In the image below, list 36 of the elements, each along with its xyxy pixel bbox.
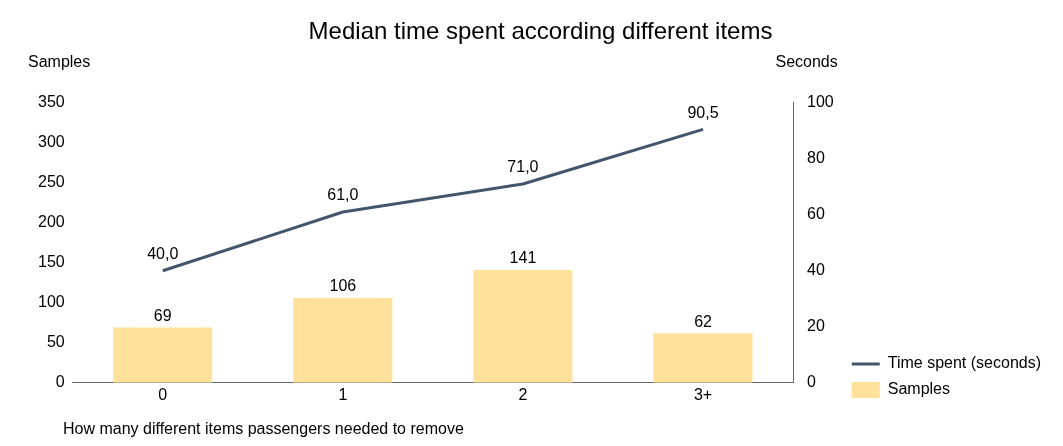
y-tick-label: 250 [37,173,65,191]
bar [113,327,213,383]
data-label: 141 [509,249,537,267]
y2-tick-label: 100 [807,93,834,111]
y-tick-label: 350 [37,93,65,111]
data-label: 90,5 [687,103,719,121]
legend-label: Time spent (seconds) [887,354,1042,372]
y-axis-title: Samples [28,52,91,70]
y2-tick-label: 80 [807,149,825,167]
bar [473,270,573,383]
y-tick-label: 200 [37,213,65,231]
bar [293,298,393,383]
chart-title: Median time spent according different items [308,17,773,45]
data-label: 40,0 [147,245,179,263]
x-tick-label: 2 [518,385,528,403]
y2-tick-label: 40 [807,261,825,279]
x-tick-label: 3+ [693,385,713,403]
data-label: 62 [694,312,713,330]
y-tick-label: 0 [55,373,65,391]
x-axis-title: How many different items passengers needed to remove [63,420,464,437]
y2-axis-title: Seconds [775,52,838,70]
y-tick-label: 50 [46,333,65,351]
y2-tick-label: 60 [807,205,825,223]
y-tick-label: 300 [37,133,65,151]
data-label: 61,0 [327,186,359,204]
y-tick-label: 100 [37,293,65,311]
data-label: 69 [153,307,172,325]
data-label: 71,0 [507,158,539,176]
y2-tick-label: 0 [807,373,817,391]
bar [653,333,753,383]
x-tick-label: 1 [338,385,348,403]
y-tick-label: 150 [37,253,65,271]
legend-label: Samples [887,380,951,398]
x-tick-label: 0 [158,385,168,403]
y2-tick-label: 20 [807,317,825,335]
data-label: 106 [329,277,357,295]
